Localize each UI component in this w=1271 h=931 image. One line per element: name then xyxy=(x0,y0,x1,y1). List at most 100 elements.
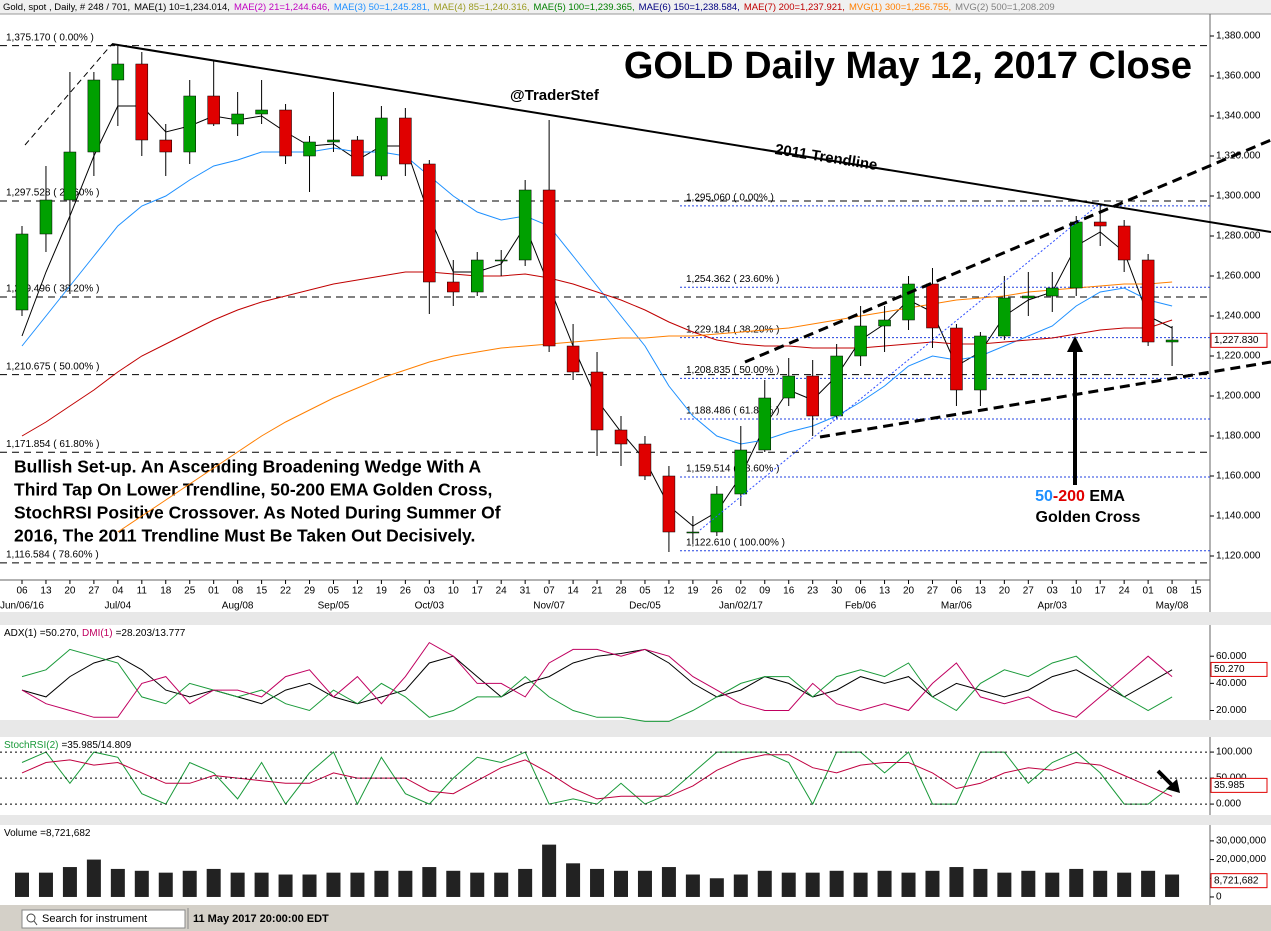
x-tick-label: 13 xyxy=(879,586,891,597)
volume-bar xyxy=(422,867,437,897)
candle-body xyxy=(351,139,364,177)
y-tick-label: 1,340.000 xyxy=(1216,111,1261,122)
x-month-label: Jul/04 xyxy=(104,601,131,612)
chart-subtitle: @TraderStef xyxy=(510,87,600,104)
legend-item: =50.270, xyxy=(40,628,79,639)
candle-body xyxy=(710,493,724,533)
x-tick-label: 15 xyxy=(1190,586,1202,597)
search-box[interactable] xyxy=(21,909,186,929)
y-tick-label: 100.000 xyxy=(1216,747,1253,758)
x-tick-label: 03 xyxy=(1047,586,1059,597)
annotation-note: 2016, The 2011 Trendline Must Be Taken O… xyxy=(14,526,475,546)
candle-body xyxy=(1117,225,1131,261)
x-tick-label: 06 xyxy=(16,586,28,597)
legend: Volume =8,721,682 xyxy=(4,828,91,839)
candle-body xyxy=(1165,339,1179,343)
legend: StochRSI(2) =35.985/14.809 xyxy=(4,740,132,751)
volume-bar xyxy=(542,844,557,897)
fib-label: 1,295.060 ( 0.00% ) xyxy=(686,193,774,204)
annotation-note: Bullish Set-up. An Ascending Broadening … xyxy=(14,457,482,477)
timestamp: 11 May 2017 20:00:00 EDT xyxy=(193,913,329,925)
x-tick-label: 01 xyxy=(208,586,220,597)
x-tick-label: 27 xyxy=(88,586,100,597)
trendline-2011 xyxy=(111,43,1271,233)
y-tick-label: 1,220.000 xyxy=(1216,351,1261,362)
x-month-label: Feb/06 xyxy=(845,601,877,612)
x-tick-label: 10 xyxy=(1071,586,1083,597)
fib-label: 1,210.675 ( 50.00% ) xyxy=(6,361,99,372)
candle-body xyxy=(590,371,604,431)
x-tick-label: 06 xyxy=(951,586,963,597)
x-tick-label: 01 xyxy=(1143,586,1155,597)
y-tick-label: 20,000,000 xyxy=(1216,854,1266,865)
last-value-box xyxy=(1210,873,1268,889)
cross-label: Golden Cross xyxy=(1036,509,1141,526)
x-month-label: Oct/03 xyxy=(415,601,445,612)
x-month-label: Nov/07 xyxy=(533,601,565,612)
y-tick-label: 1,320.000 xyxy=(1216,151,1261,162)
candle-body xyxy=(87,79,101,153)
x-tick-label: 23 xyxy=(807,586,819,597)
header-item: MAE(2) 21=1,244.646, xyxy=(234,2,330,13)
volume-bar xyxy=(877,870,892,897)
header-item: Gold, spot , Daily, # 248 / 701, xyxy=(3,2,130,13)
volume-bar xyxy=(614,870,628,897)
search-icon xyxy=(26,913,36,923)
volume-bar xyxy=(829,870,844,897)
candle-body xyxy=(135,63,149,141)
x-tick-label: 27 xyxy=(1023,586,1035,597)
last-value-label: 8,721,682 xyxy=(1214,875,1259,886)
arrow-head xyxy=(1067,336,1083,352)
x-tick-label: 18 xyxy=(160,586,172,597)
candle-body xyxy=(902,283,915,321)
x-tick-label: 20 xyxy=(999,586,1011,597)
volume-bar xyxy=(733,874,748,897)
x-tick-label: 24 xyxy=(1119,586,1131,597)
y-tick-label: 1,180.000 xyxy=(1216,431,1261,442)
fib-label: 1,122.610 ( 100.00% ) xyxy=(686,537,785,548)
fib-label: 1,375.170 ( 0.00% ) xyxy=(6,32,94,43)
last-value-box xyxy=(1210,777,1268,793)
volume-bar xyxy=(158,872,173,897)
volume-bar xyxy=(470,872,485,897)
volume-bar xyxy=(781,872,796,897)
volume-bar xyxy=(230,872,245,897)
volume-bar xyxy=(15,872,29,897)
trendline xyxy=(24,43,113,146)
volume-bar xyxy=(206,868,221,897)
volume-bar xyxy=(805,872,820,897)
x-tick-label: 11 xyxy=(137,586,148,597)
candle-body xyxy=(63,151,77,201)
x-tick-label: 10 xyxy=(448,586,460,597)
candle-body xyxy=(806,375,819,417)
header-item: MVG(2) 500=1,208.209 xyxy=(955,2,1055,13)
candle-body xyxy=(183,95,196,153)
candle-body xyxy=(518,189,532,261)
indicator-line xyxy=(21,641,1173,718)
x-tick-label: 12 xyxy=(663,586,675,597)
candle-body xyxy=(207,95,220,125)
x-tick-label: 17 xyxy=(472,586,484,597)
x-tick-label: 20 xyxy=(903,586,915,597)
volume-bar xyxy=(925,870,940,897)
x-tick-label: 14 xyxy=(568,586,580,597)
candle-body xyxy=(614,429,628,445)
y-tick-label: 40.000 xyxy=(1216,678,1247,689)
candle-body xyxy=(878,319,891,327)
search-placeholder: Search for instrument xyxy=(42,913,147,925)
candle-body xyxy=(111,63,125,81)
volume-bar xyxy=(278,874,293,897)
header-item: MAE(6) 150=1,238.584, xyxy=(639,2,740,13)
x-tick-label: 08 xyxy=(1167,586,1179,597)
y-tick-label: 1,160.000 xyxy=(1216,471,1261,482)
annotation-note: StochRSI Positive Crossover. As Noted Du… xyxy=(14,503,501,523)
candle-body xyxy=(399,117,412,165)
candle-body xyxy=(279,109,292,157)
last-value-label: 1,227.830 xyxy=(1214,335,1259,346)
x-tick-label: 15 xyxy=(256,586,268,597)
candle-body xyxy=(303,141,316,157)
fib-label: 1,254.362 ( 23.60% ) xyxy=(686,274,779,285)
fib-label: 1,159.514 ( 78.60% ) xyxy=(686,464,779,475)
y-tick-label: 1,380.000 xyxy=(1216,31,1261,42)
y-tick-label: 1,120.000 xyxy=(1216,551,1261,562)
